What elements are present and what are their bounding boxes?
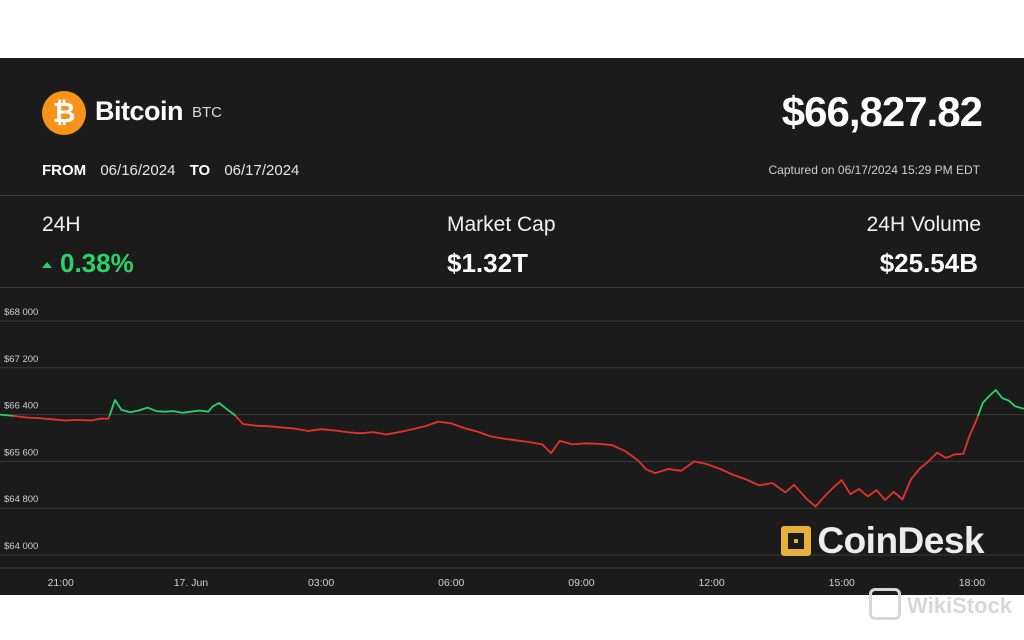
price-line-down [234,415,979,508]
up-arrow-icon [42,262,52,269]
wikistock-text: WikiStock [907,593,1012,618]
market-cap-value: $1.32T [447,248,528,278]
current-price: $66,827.82 [781,88,983,135]
x-tick-label: 09:00 [568,577,594,589]
y-tick-label: $65 600 [4,447,38,458]
bitcoin-logo-icon: ₿ [42,91,86,135]
from-label: FROM [42,162,87,179]
x-tick-label: 15:00 [829,577,855,589]
x-tick-label: 18:00 [959,577,985,589]
coin-name: Bitcoin [95,96,184,126]
price-line-up [108,399,237,417]
captured-timestamp: Captured on 06/17/2024 15:29 PM EDT [768,163,980,177]
to-date: 06/17/2024 [224,162,300,179]
coindesk-logo: CoinDesk [781,520,984,562]
market-cap-label: Market Cap [447,213,556,236]
to-label: TO [189,162,211,179]
y-tick-label: $66 400 [4,401,38,412]
price-line-up [0,413,14,417]
volume-label: 24H Volume [866,213,981,236]
y-tick-label: $67 200 [4,354,38,365]
coindesk-mark-icon [781,526,812,556]
price-chart: $64 000 $64 800 $65 600 $66 400 $67 200 $68 0… [0,307,1024,589]
change-label: 24H [42,213,81,236]
x-tick-label: 06:00 [438,577,464,589]
x-tick-label: 12:00 [698,577,724,589]
price-line-up [977,389,1024,417]
date-range: FROM 06/16/2024 TO 06/17/2024 [42,162,309,179]
x-tick-label: 17. Jun [174,577,209,589]
from-date: 06/16/2024 [100,162,176,179]
y-tick-label: $64 800 [4,494,38,505]
bitcoin-price-card: ₿ Bitcoin BTC $66,827.82 FROM 06/16/2024… [0,58,1024,595]
volume-value: $25.54B [879,248,978,278]
x-tick-label: 03:00 [308,577,334,589]
x-tick-label: 21:00 [48,577,74,589]
coindesk-wordmark: CoinDesk [817,520,984,561]
y-tick-label: $68 000 [4,307,38,318]
divider [0,287,1024,288]
y-tick-label: $64 000 [4,541,38,552]
price-line-down [12,414,111,422]
coin-symbol: BTC [192,104,222,121]
change-percent: 0.38% [60,248,134,278]
wikistock-watermark: WikiStock [869,588,1012,620]
wikistock-mark-icon [869,588,902,620]
change-value: 0.38% [42,248,134,279]
divider [0,195,1024,196]
